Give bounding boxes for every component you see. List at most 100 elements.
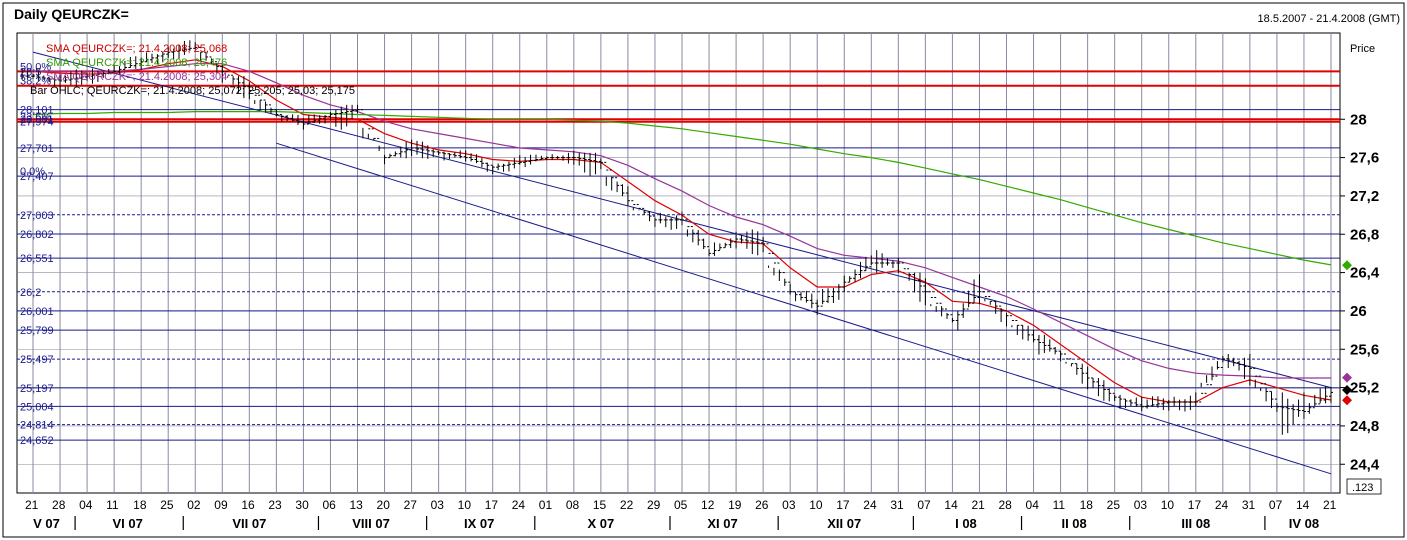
left-level-label: 27,407 xyxy=(20,171,54,183)
date-tick-label: 18 xyxy=(133,498,147,512)
left-level-label: 24,814 xyxy=(20,420,54,432)
month-label: IV 08 xyxy=(1289,516,1319,531)
date-tick-label: 22 xyxy=(620,498,634,512)
price-tick-label: 26 xyxy=(1350,303,1367,320)
date-tick-label: 24 xyxy=(863,498,877,512)
date-tick-label: 17 xyxy=(485,498,499,512)
left-level-label: 27,974 xyxy=(20,117,54,129)
price-tick-label: 25,6 xyxy=(1350,341,1379,358)
date-tick-label: 06 xyxy=(322,498,336,512)
date-tick-label: 12 xyxy=(701,498,715,512)
date-tick-label: 02 xyxy=(187,498,201,512)
fib-label: 50,0% xyxy=(20,61,51,73)
price-tick-label: 28 xyxy=(1350,111,1367,128)
month-label: III 08 xyxy=(1181,516,1210,531)
left-level-label: 28,001 xyxy=(20,114,54,126)
date-axis: 21 28 04 11 18 25 02 09 16 23 30 06 13 20 27 03 10 17 24 01… xyxy=(25,498,1337,531)
left-level-label: 26,551 xyxy=(20,253,54,265)
left-level-label: 25,197 xyxy=(20,383,54,395)
date-tick-label: 03 xyxy=(1134,498,1148,512)
date-tick-label: 10 xyxy=(809,498,823,512)
date-tick-label: 30 xyxy=(295,498,309,512)
date-tick-label: 11 xyxy=(106,498,119,512)
month-label: VI 07 xyxy=(112,516,142,531)
date-tick-label: 21 xyxy=(971,498,985,512)
price-axis: Price 24,4 24,8 25,2 25,6 26 26,4 26,8 27,2 27,6… xyxy=(1340,43,1380,473)
legend-entry: Bar OHLC; QEURCZK=; 21.4.2008; 25,072; 2… xyxy=(30,85,355,97)
price-tick-label: 27,2 xyxy=(1350,188,1379,205)
ohlc-bars xyxy=(20,40,1333,435)
date-tick-label: 26 xyxy=(755,498,769,512)
date-tick-label: 08 xyxy=(566,498,580,512)
month-label: IX 07 xyxy=(464,516,494,531)
date-tick-label: 16 xyxy=(241,498,255,512)
left-level-label: 26,2 xyxy=(20,287,41,299)
plot-border xyxy=(16,32,1341,494)
last-value-markers xyxy=(1342,260,1352,406)
date-tick-label: 17 xyxy=(1188,498,1202,512)
month-label: XI 07 xyxy=(707,516,737,531)
legend: SMA QEURCZK=; 21.4.2008; 25,068 SMA QEURC… xyxy=(30,43,355,97)
fib-label: 23,6% xyxy=(20,112,51,124)
left-level-label: 26,001 xyxy=(20,306,54,318)
month-label: XII 07 xyxy=(827,516,861,531)
channel-lower-line xyxy=(276,142,1332,475)
date-tick-label: 07 xyxy=(1269,498,1283,512)
corner-value: .123 xyxy=(1352,482,1373,494)
legend-entry: SMA QEURCZK=; 21.4.2008; 26,476 xyxy=(46,57,227,69)
date-tick-label: 03 xyxy=(782,498,796,512)
date-tick-label: 07 xyxy=(917,498,931,512)
last-value-marker xyxy=(1342,384,1352,395)
date-tick-label: 21 xyxy=(1323,498,1337,512)
date-tick-label: 15 xyxy=(593,498,607,512)
legend-entry: SMA QEURCZK=; 21.4.2008; 25,304 xyxy=(46,71,227,83)
left-level-label: 27,003 xyxy=(20,210,54,222)
fib-level-labels: 50,0% 38,2% 23,6% 0,0% xyxy=(20,61,51,178)
left-level-label: 25,004 xyxy=(20,401,54,413)
date-tick-label: 24 xyxy=(512,498,526,512)
date-tick-label: 05 xyxy=(674,498,688,512)
last-value-marker xyxy=(1342,372,1352,383)
price-tick-label: 24,8 xyxy=(1350,418,1379,435)
date-tick-label: 14 xyxy=(944,498,958,512)
date-tick-label: 13 xyxy=(350,498,364,512)
left-level-label: 24,652 xyxy=(20,435,54,447)
left-level-label: 26,802 xyxy=(20,229,54,241)
chart-title: Daily QEURCZK= xyxy=(14,6,129,22)
price-tick-label: 25,2 xyxy=(1350,380,1379,397)
left-level-label: 25,497 xyxy=(20,354,54,366)
price-tick-label: 24,4 xyxy=(1350,456,1380,473)
date-tick-label: 18 xyxy=(1080,498,1094,512)
date-tick-label: 29 xyxy=(647,498,661,512)
date-tick-label: 10 xyxy=(1161,498,1175,512)
date-tick-label: 31 xyxy=(1242,498,1256,512)
date-tick-label: 03 xyxy=(431,498,445,512)
date-tick-label: 17 xyxy=(836,498,850,512)
date-tick-label: 04 xyxy=(1026,498,1040,512)
date-tick-label: 14 xyxy=(1296,498,1310,512)
date-tick-label: 23 xyxy=(268,498,282,512)
level-lines xyxy=(17,70,1340,441)
date-tick-label: 24 xyxy=(1215,498,1229,512)
legend-entry: SMA QEURCZK=; 21.4.2008; 25,068 xyxy=(46,43,227,55)
date-tick-label: 28 xyxy=(999,498,1013,512)
price-tick-label: 26,4 xyxy=(1350,265,1380,282)
price-tick-label: 27,6 xyxy=(1350,150,1379,167)
last-value-marker xyxy=(1342,395,1352,406)
date-tick-label: 20 xyxy=(377,498,391,512)
left-level-label: 28,5 xyxy=(20,66,41,78)
month-label: VIII 07 xyxy=(352,516,390,531)
price-tick-label: 26,8 xyxy=(1350,226,1379,243)
date-tick-label: 21 xyxy=(25,498,39,512)
month-label: V 07 xyxy=(33,516,60,531)
sma-line xyxy=(32,110,1332,266)
left-level-label: 28,101 xyxy=(20,105,54,117)
date-range: 18.5.2007 - 21.4.2008 (GMT) xyxy=(1258,13,1400,25)
month-label: II 08 xyxy=(1061,516,1086,531)
date-tick-label: 25 xyxy=(1107,498,1121,512)
left-level-label: 25,799 xyxy=(20,325,54,337)
date-tick-label: 27 xyxy=(404,498,418,512)
fib-label: 38,2% xyxy=(20,76,51,88)
